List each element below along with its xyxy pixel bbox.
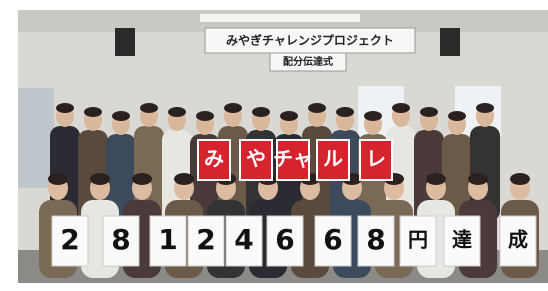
person-hair [448, 111, 466, 121]
light [200, 14, 360, 22]
white-card-text: 2 [196, 223, 215, 256]
banner-title: みやぎチャレンジプロジェクト [226, 33, 394, 48]
person-hair [420, 107, 438, 117]
white-card-text: 達 [452, 228, 472, 252]
person-hair [196, 111, 214, 121]
person-hair [308, 103, 326, 113]
white-card-text: 6 [275, 223, 294, 256]
person-hair [174, 173, 194, 185]
photo: みやぎチャレンジプロジェクト 配分伝達式 みやチャルレ28124668円達成 [0, 0, 548, 291]
speaker [440, 28, 460, 56]
white-card-text: 成 [508, 228, 528, 252]
person-hair [56, 103, 74, 113]
person-hair [48, 173, 68, 185]
white-card-text: 8 [366, 223, 385, 256]
person-hair [140, 103, 158, 113]
person-hair [364, 111, 382, 121]
person-hair [468, 173, 488, 185]
person-hair [252, 107, 270, 117]
person-hair [90, 173, 110, 185]
red-card-text: や [246, 147, 266, 171]
person-hair [392, 103, 410, 113]
banner-subtitle: 配分伝達式 [283, 55, 333, 68]
person-hair [132, 173, 152, 185]
person-hair [84, 107, 102, 117]
white-card-text: 6 [323, 223, 342, 256]
speaker [115, 28, 135, 56]
white-card-text: 8 [111, 223, 130, 256]
red-card-text: ル [323, 147, 343, 171]
red-card-text: レ [366, 147, 386, 171]
red-card-text: チャ [273, 147, 313, 171]
person-hair [280, 111, 298, 121]
person-hair [476, 103, 494, 113]
person-hair [426, 173, 446, 185]
person-hair [336, 107, 354, 117]
person-hair [224, 103, 242, 113]
white-card-text: 4 [234, 223, 253, 256]
person-hair [510, 173, 530, 185]
person-hair [168, 107, 186, 117]
white-card-text: 1 [158, 223, 177, 256]
red-card-text: み [204, 147, 224, 171]
person-hair [112, 111, 130, 121]
white-card-text: 円 [408, 228, 428, 252]
white-card-text: 2 [60, 223, 79, 256]
door [18, 88, 54, 188]
